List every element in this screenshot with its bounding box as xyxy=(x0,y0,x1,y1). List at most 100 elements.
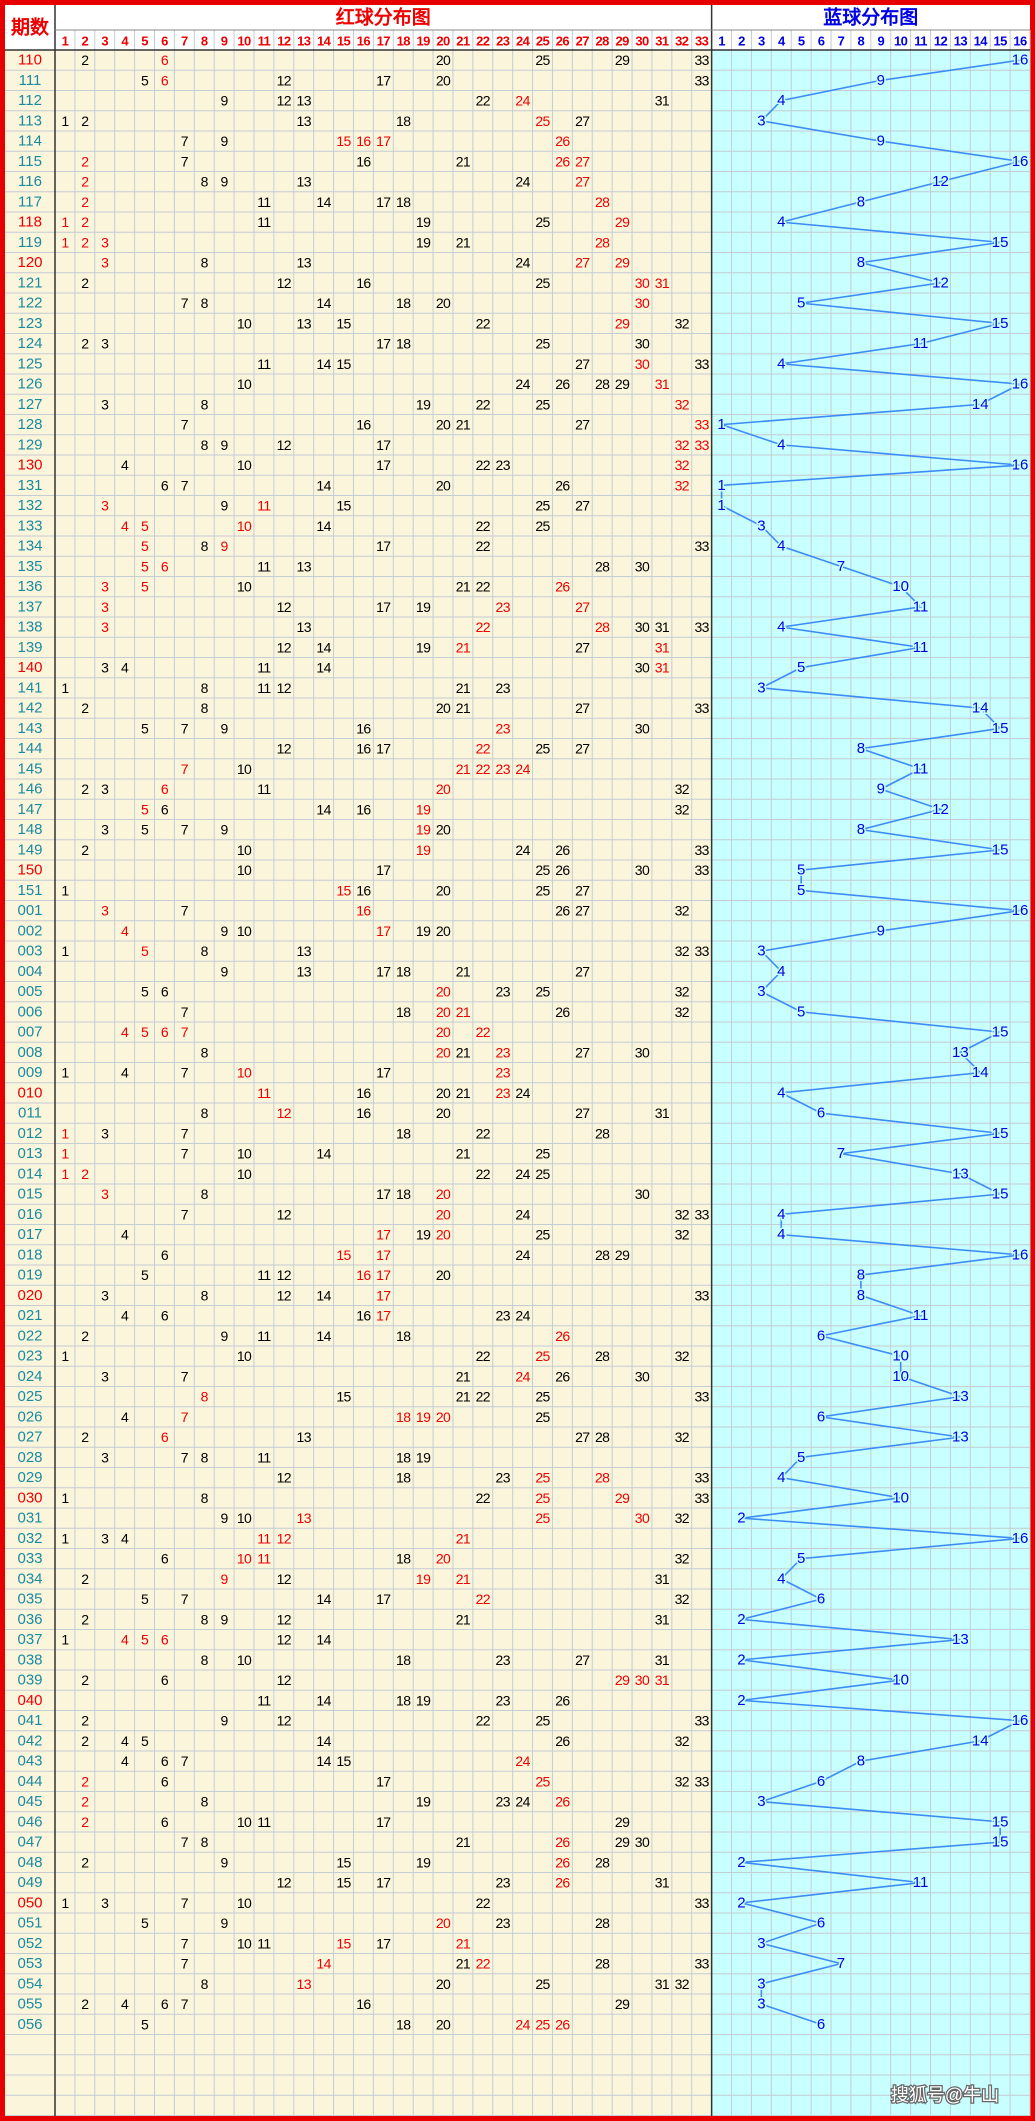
red-number: 17 xyxy=(376,194,391,210)
period: 046 xyxy=(17,1813,42,1830)
red-number: 26 xyxy=(555,133,570,149)
red-number: 2 xyxy=(81,275,89,291)
red-number: 5 xyxy=(141,518,149,534)
blue-number: 15 xyxy=(992,1125,1009,1142)
red-number: 4 xyxy=(121,660,129,676)
red-number: 3 xyxy=(101,498,109,514)
period: 011 xyxy=(18,1105,42,1122)
period: 125 xyxy=(17,355,42,372)
blue-number: 13 xyxy=(952,1165,969,1182)
red-number: 29 xyxy=(615,255,630,271)
red-number: 11 xyxy=(257,680,271,696)
red-number: 1 xyxy=(61,943,69,959)
red-number: 20 xyxy=(436,52,451,68)
red-number: 22 xyxy=(476,315,491,331)
red-number: 33 xyxy=(694,1389,709,1405)
red-column-label: 14 xyxy=(317,34,332,49)
red-number: 19 xyxy=(416,599,431,615)
red-number: 5 xyxy=(141,1632,149,1648)
red-number: 28 xyxy=(595,1125,610,1141)
red-number: 25 xyxy=(535,518,550,534)
red-number: 2 xyxy=(81,1672,89,1688)
red-number: 9 xyxy=(221,720,229,736)
blue-number: 16 xyxy=(1012,153,1029,170)
blue-number: 1 xyxy=(717,497,725,514)
red-number: 30 xyxy=(635,275,650,291)
red-number: 32 xyxy=(675,984,690,1000)
red-number: 3 xyxy=(101,1287,109,1303)
blue-number: 4 xyxy=(777,619,785,636)
red-number: 32 xyxy=(675,1348,690,1364)
red-number: 20 xyxy=(436,781,451,797)
red-number: 18 xyxy=(396,1470,411,1486)
red-number: 12 xyxy=(277,1713,292,1729)
red-number: 18 xyxy=(396,1449,411,1465)
red-number: 6 xyxy=(161,1753,169,1769)
red-number: 7 xyxy=(181,1956,189,1972)
red-number: 31 xyxy=(655,1976,670,1992)
blue-column-label: 12 xyxy=(934,34,948,49)
blue-number: 6 xyxy=(817,2016,825,2033)
red-number: 14 xyxy=(316,1632,331,1648)
red-number: 2 xyxy=(81,1794,89,1810)
red-number: 29 xyxy=(615,1672,630,1688)
red-number: 25 xyxy=(535,1146,550,1162)
red-number: 11 xyxy=(257,1530,271,1546)
red-number: 8 xyxy=(201,1449,209,1465)
red-number: 8 xyxy=(201,1794,209,1810)
red-number: 28 xyxy=(595,558,610,574)
red-number: 23 xyxy=(496,1308,511,1324)
red-number: 23 xyxy=(496,680,511,696)
red-number: 22 xyxy=(476,1895,491,1911)
blue-number: 14 xyxy=(972,1732,989,1749)
red-number: 21 xyxy=(456,1368,471,1384)
period: 121 xyxy=(17,274,42,291)
period: 027 xyxy=(17,1429,42,1446)
period: 005 xyxy=(17,983,42,1000)
red-number: 17 xyxy=(376,1875,391,1891)
period: 007 xyxy=(17,1024,42,1041)
red-number: 16 xyxy=(356,741,371,757)
blue-number: 3 xyxy=(757,1935,765,1952)
blue-number: 9 xyxy=(877,781,885,798)
red-number: 1 xyxy=(61,1166,69,1182)
period: 117 xyxy=(18,193,42,210)
blue-number: 1 xyxy=(717,477,725,494)
red-number: 20 xyxy=(436,1105,451,1121)
red-number: 28 xyxy=(595,1915,610,1931)
red-number: 7 xyxy=(181,1753,189,1769)
red-number: 31 xyxy=(655,275,670,291)
red-number: 8 xyxy=(201,1044,209,1060)
blue-column-label: 10 xyxy=(894,34,908,49)
red-number: 14 xyxy=(316,1591,331,1607)
red-number: 9 xyxy=(221,1713,229,1729)
blue-number: 14 xyxy=(972,396,989,413)
red-number: 24 xyxy=(515,255,530,271)
period: 110 xyxy=(18,52,42,69)
red-number: 2 xyxy=(81,700,89,716)
red-number: 7 xyxy=(181,822,189,838)
red-number: 5 xyxy=(141,943,149,959)
blue-number: 11 xyxy=(913,760,929,777)
period: 136 xyxy=(17,578,42,595)
blue-number: 8 xyxy=(857,1287,865,1304)
blue-number: 6 xyxy=(817,1591,825,1608)
red-number: 27 xyxy=(575,903,590,919)
red-number: 20 xyxy=(436,72,451,88)
red-number: 11 xyxy=(257,1267,271,1283)
red-number: 20 xyxy=(436,295,451,311)
red-number: 11 xyxy=(257,214,271,230)
blue-number: 4 xyxy=(777,214,785,231)
period: 135 xyxy=(17,558,42,575)
red-number: 33 xyxy=(694,619,709,635)
red-number: 29 xyxy=(615,214,630,230)
red-number: 19 xyxy=(416,1794,431,1810)
red-number: 8 xyxy=(201,1105,209,1121)
red-number: 13 xyxy=(297,963,312,979)
red-number: 25 xyxy=(535,1389,550,1405)
blue-number: 16 xyxy=(1012,1712,1029,1729)
blue-number: 2 xyxy=(737,1611,745,1628)
red-number: 2 xyxy=(81,1996,89,2012)
red-column-label: 19 xyxy=(416,34,430,49)
